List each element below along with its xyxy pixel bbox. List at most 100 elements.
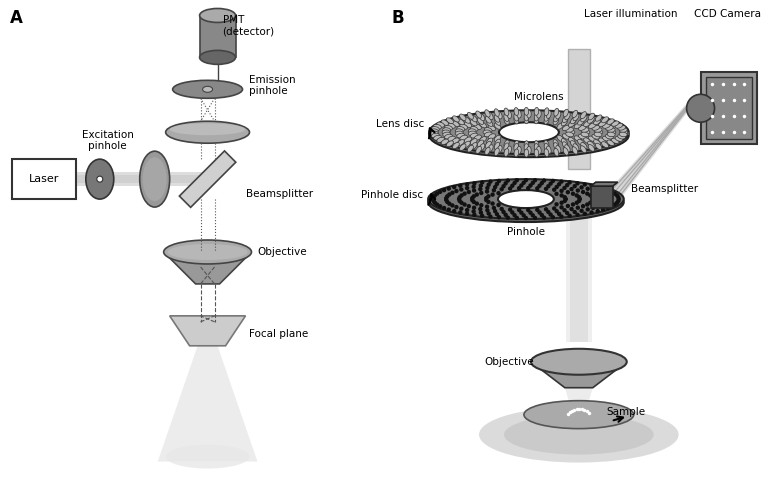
Circle shape xyxy=(472,209,476,214)
Ellipse shape xyxy=(573,113,579,121)
Ellipse shape xyxy=(611,138,619,144)
Text: Microlens: Microlens xyxy=(514,92,564,102)
Ellipse shape xyxy=(459,114,466,121)
Circle shape xyxy=(590,195,594,200)
Circle shape xyxy=(526,208,531,212)
Circle shape xyxy=(566,190,570,194)
Ellipse shape xyxy=(568,137,575,144)
Ellipse shape xyxy=(581,146,586,153)
Circle shape xyxy=(579,185,584,189)
Text: Excitation
pinhole: Excitation pinhole xyxy=(82,130,134,151)
Circle shape xyxy=(488,179,492,184)
Ellipse shape xyxy=(455,131,463,135)
Circle shape xyxy=(470,196,475,200)
Circle shape xyxy=(590,199,594,203)
Circle shape xyxy=(603,199,607,203)
Circle shape xyxy=(508,187,512,191)
Circle shape xyxy=(484,196,488,200)
Ellipse shape xyxy=(607,119,614,125)
Ellipse shape xyxy=(437,137,445,142)
Ellipse shape xyxy=(476,146,482,153)
Circle shape xyxy=(563,199,567,203)
Ellipse shape xyxy=(573,144,579,151)
Circle shape xyxy=(568,180,572,185)
Circle shape xyxy=(613,203,617,207)
Ellipse shape xyxy=(167,244,247,260)
Ellipse shape xyxy=(514,116,518,124)
Ellipse shape xyxy=(452,138,459,143)
Circle shape xyxy=(533,216,538,220)
Ellipse shape xyxy=(442,132,451,137)
Ellipse shape xyxy=(97,176,103,182)
Ellipse shape xyxy=(594,132,602,137)
Ellipse shape xyxy=(592,125,600,130)
Ellipse shape xyxy=(545,108,549,116)
Ellipse shape xyxy=(495,118,501,125)
Circle shape xyxy=(488,214,492,219)
Ellipse shape xyxy=(460,135,468,140)
Ellipse shape xyxy=(457,133,465,138)
Ellipse shape xyxy=(581,132,589,137)
Circle shape xyxy=(591,206,595,210)
Circle shape xyxy=(472,185,476,189)
Circle shape xyxy=(465,208,469,212)
Ellipse shape xyxy=(448,136,455,141)
Ellipse shape xyxy=(615,123,623,128)
Ellipse shape xyxy=(535,141,539,149)
Circle shape xyxy=(544,207,548,211)
Circle shape xyxy=(470,198,475,202)
Ellipse shape xyxy=(595,115,602,121)
Ellipse shape xyxy=(578,139,584,146)
Ellipse shape xyxy=(430,129,439,133)
Ellipse shape xyxy=(470,133,478,138)
Bar xyxy=(12,159,76,199)
Circle shape xyxy=(571,191,575,196)
Ellipse shape xyxy=(544,116,549,124)
Circle shape xyxy=(535,207,539,212)
Circle shape xyxy=(572,210,577,214)
Ellipse shape xyxy=(471,115,477,122)
Ellipse shape xyxy=(563,109,568,117)
Ellipse shape xyxy=(446,141,453,147)
Circle shape xyxy=(493,209,498,213)
Circle shape xyxy=(504,213,508,217)
Text: Objective: Objective xyxy=(484,357,534,367)
Ellipse shape xyxy=(468,112,473,119)
Circle shape xyxy=(575,181,580,186)
Circle shape xyxy=(508,207,512,212)
Ellipse shape xyxy=(486,120,493,127)
Ellipse shape xyxy=(470,120,477,126)
Ellipse shape xyxy=(430,131,439,135)
Circle shape xyxy=(583,211,587,216)
Polygon shape xyxy=(429,132,431,135)
Ellipse shape xyxy=(485,147,490,155)
Ellipse shape xyxy=(479,122,486,128)
Circle shape xyxy=(505,178,510,183)
Ellipse shape xyxy=(568,121,575,127)
Circle shape xyxy=(572,184,577,188)
Ellipse shape xyxy=(471,143,477,149)
Ellipse shape xyxy=(477,140,484,147)
Circle shape xyxy=(452,209,456,213)
Ellipse shape xyxy=(143,157,167,201)
Ellipse shape xyxy=(578,134,586,139)
Ellipse shape xyxy=(483,130,491,134)
Ellipse shape xyxy=(524,141,528,149)
Circle shape xyxy=(575,188,580,193)
Ellipse shape xyxy=(497,112,502,119)
Text: PMT
(detector): PMT (detector) xyxy=(223,15,275,36)
Polygon shape xyxy=(170,316,246,346)
Ellipse shape xyxy=(562,125,570,131)
Ellipse shape xyxy=(546,146,551,154)
Ellipse shape xyxy=(524,144,528,151)
Circle shape xyxy=(606,188,610,192)
Ellipse shape xyxy=(488,145,493,152)
Circle shape xyxy=(465,211,469,216)
Ellipse shape xyxy=(574,136,581,141)
Circle shape xyxy=(557,212,561,216)
Circle shape xyxy=(562,208,567,212)
Ellipse shape xyxy=(479,137,486,143)
Ellipse shape xyxy=(524,401,634,429)
Ellipse shape xyxy=(173,80,243,98)
Circle shape xyxy=(495,212,499,216)
